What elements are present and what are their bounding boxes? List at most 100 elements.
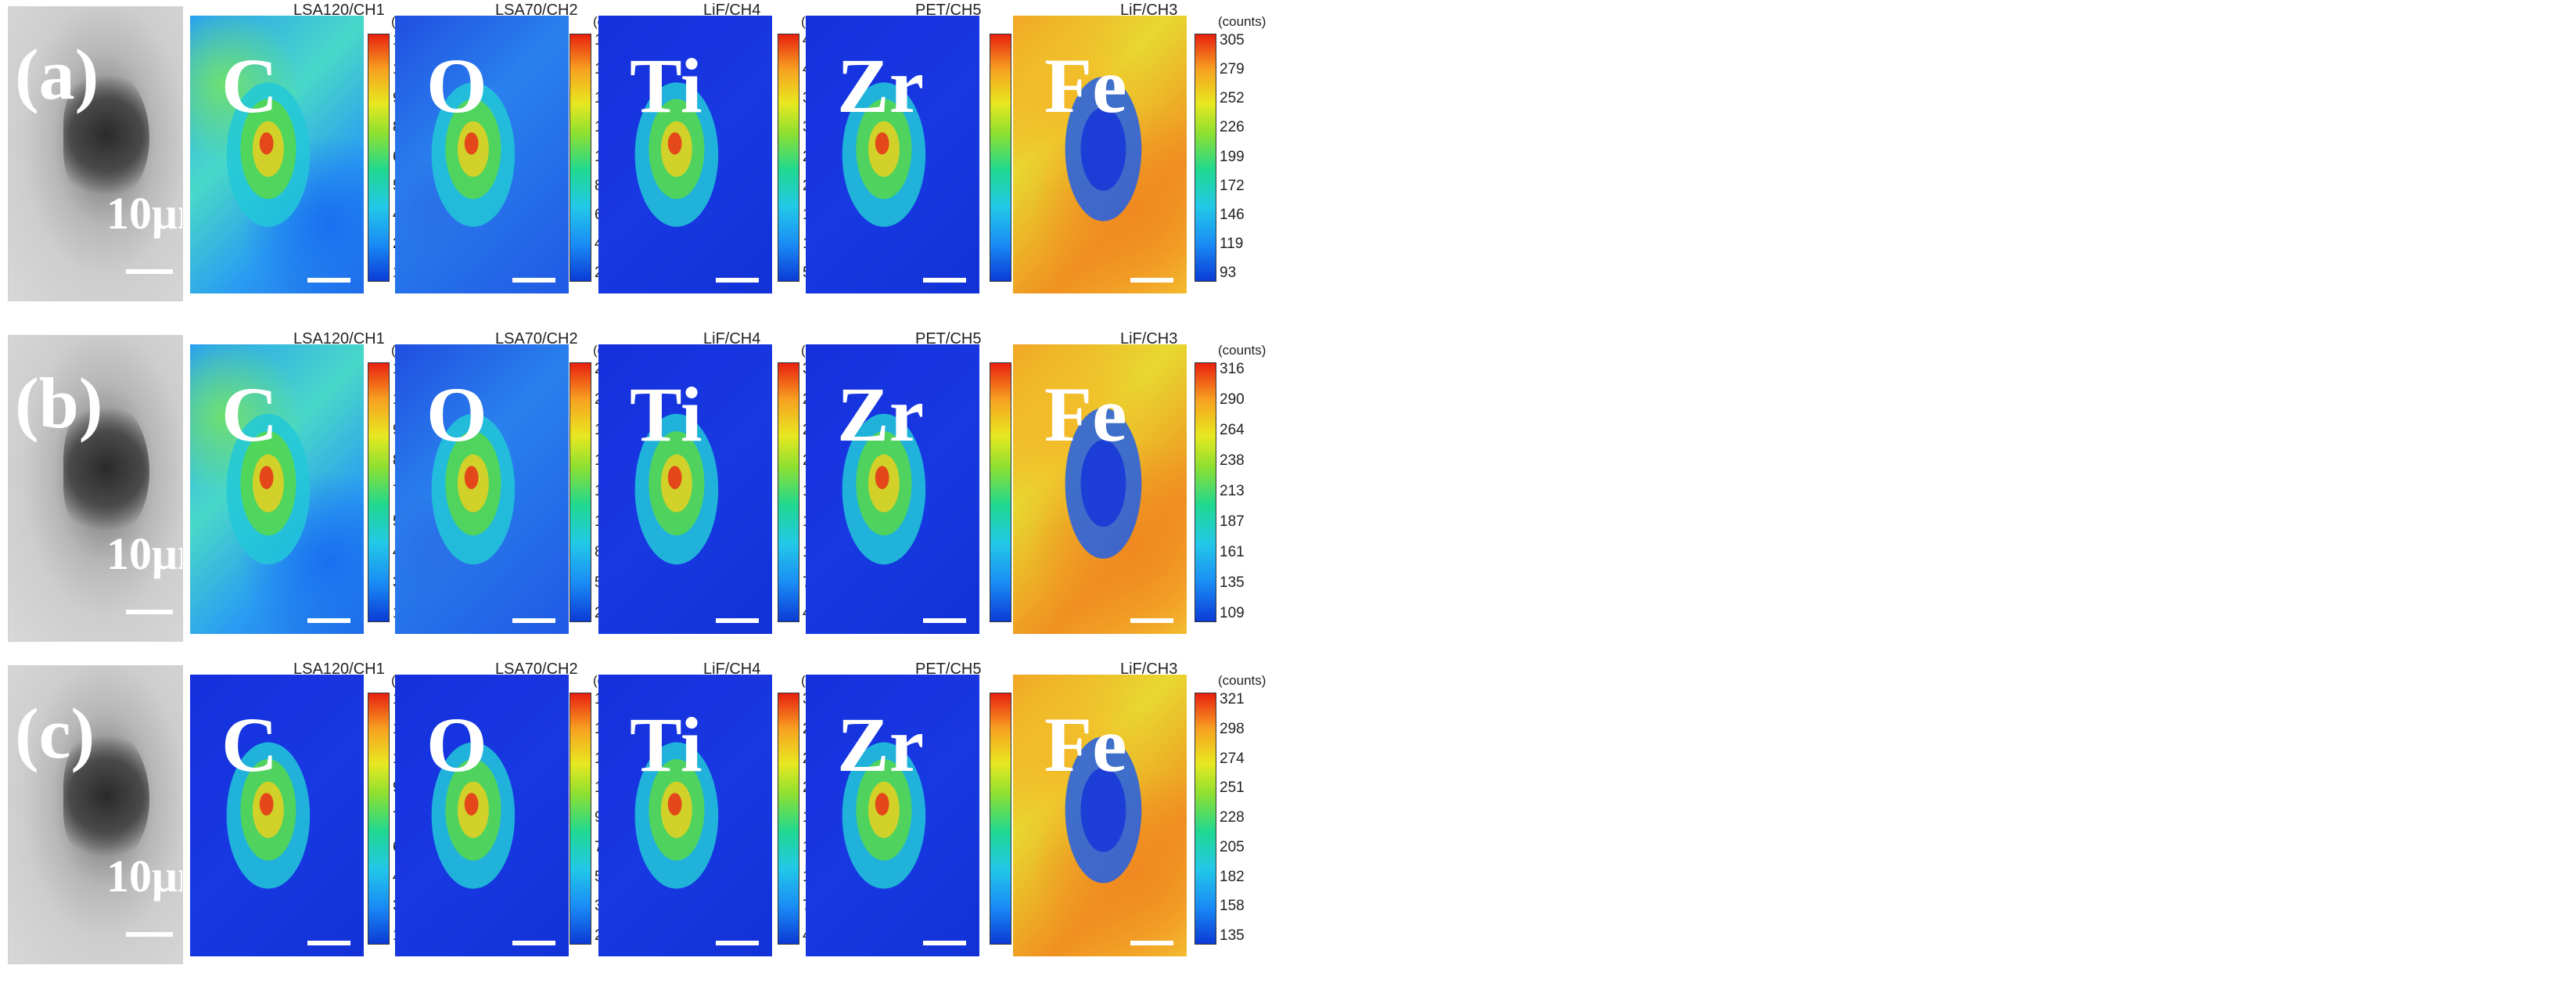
color-scale-tick: 264 (1220, 422, 1245, 438)
scale-label: 10μm (106, 851, 182, 902)
color-scale-tick: 274 (1220, 750, 1245, 767)
element-symbol: Zr (837, 42, 925, 129)
element-map-fe: Fe (1013, 16, 1187, 293)
sem-image: (a) 10μm (8, 6, 183, 301)
channel-title: PET/CH5 (915, 330, 982, 347)
map-scale-bar (1130, 941, 1173, 945)
color-scale-tick: 135 (1220, 927, 1245, 944)
map-scale-bar (1130, 278, 1173, 283)
color-scale-bar (778, 34, 799, 282)
color-scale-tick: 205 (1220, 838, 1245, 855)
map-scale-bar (923, 278, 966, 283)
color-scale-tick: 238 (1220, 452, 1245, 469)
color-scale-bar (569, 362, 591, 622)
intensity-region (464, 132, 479, 155)
map-scale-bar (512, 278, 555, 283)
panel-label: (a) (15, 34, 99, 114)
particle-shape (63, 727, 149, 865)
intensity-region (259, 793, 274, 815)
channel-title: LSA120/CH1 (293, 2, 385, 19)
channel-title: PET/CH5 (915, 2, 982, 19)
element-symbol: O (426, 371, 487, 458)
color-scale-bar (778, 362, 799, 622)
scale-bar (126, 932, 173, 937)
color-scale-bar (1195, 34, 1216, 282)
color-scale-unit: (counts) (1218, 14, 1266, 29)
color-scale-tick: 305 (1220, 32, 1245, 49)
map-intensity (431, 82, 516, 227)
element-symbol: C (221, 701, 278, 788)
channel-title: LiF/CH4 (703, 661, 761, 678)
element-symbol: Fe (1044, 701, 1127, 788)
map-intensity (226, 82, 311, 227)
color-scale-tick: 279 (1220, 61, 1245, 78)
map-intensity (1065, 77, 1142, 221)
map-intensity (1065, 736, 1142, 884)
intensity-region (259, 466, 274, 489)
intensity-region (667, 132, 682, 155)
channel-title: LiF/CH3 (1120, 661, 1178, 678)
map-intensity (226, 742, 311, 889)
intensity-region (875, 132, 889, 155)
color-scale-unit: (counts) (1218, 343, 1266, 358)
particle-shape (63, 398, 149, 539)
sem-image: (b) 10μm (8, 335, 183, 642)
panel-label: (c) (15, 693, 95, 773)
channel-title: LSA70/CH2 (495, 661, 578, 678)
color-scale-tick: 321 (1220, 691, 1245, 707)
element-map-ti: Ti (598, 16, 772, 293)
element-symbol: C (221, 42, 278, 129)
color-scale-bar (569, 34, 591, 282)
element-map-o: O (395, 344, 569, 634)
color-scale-tick: 226 (1220, 119, 1245, 136)
map-intensity (634, 742, 719, 889)
color-scale-tick: 172 (1220, 177, 1245, 194)
color-scale-bar (1195, 362, 1216, 622)
element-symbol: O (426, 42, 487, 129)
element-map-ti: Ti (598, 344, 772, 634)
map-scale-bar (307, 278, 350, 283)
channel-title: LiF/CH3 (1120, 2, 1178, 19)
map-scale-bar (923, 941, 966, 945)
color-scale-tick: 187 (1220, 513, 1245, 530)
intensity-region (1080, 767, 1126, 852)
element-symbol: Fe (1044, 371, 1127, 458)
color-scale-tick: 290 (1220, 391, 1245, 408)
map-intensity (431, 742, 516, 889)
element-symbol: Ti (630, 42, 702, 129)
color-scale-tick: 316 (1220, 361, 1245, 377)
map-intensity (634, 82, 719, 227)
color-scale-bar (990, 362, 1011, 622)
intensity-region (667, 793, 682, 815)
color-scale-bar (368, 693, 390, 945)
element-map-ti: Ti (598, 675, 772, 956)
color-scale-tick: 119 (1220, 235, 1244, 252)
map-intensity (842, 413, 926, 565)
color-scale-bar (778, 693, 799, 945)
color-scale-tick: 228 (1220, 809, 1245, 826)
intensity-region (1080, 440, 1126, 527)
element-map-c: C (190, 16, 364, 293)
element-map-zr: Zr (806, 16, 979, 293)
color-scale-bar (1195, 693, 1216, 945)
scale-label: 10μm (106, 188, 182, 239)
element-map-c: C (190, 344, 364, 634)
color-scale-tick: 135 (1220, 574, 1245, 591)
color-scale-tick: 161 (1220, 544, 1245, 560)
element-map-zr: Zr (806, 344, 979, 634)
color-scale-tick: 146 (1220, 206, 1245, 223)
element-map-fe: Fe (1013, 344, 1187, 634)
channel-title: PET/CH5 (915, 661, 982, 678)
map-scale-bar (307, 941, 350, 945)
color-scale-bar (990, 693, 1011, 945)
channel-title: LSA70/CH2 (495, 330, 578, 347)
color-scale-tick: 182 (1220, 868, 1245, 885)
map-intensity (842, 82, 926, 227)
element-symbol: Zr (837, 371, 925, 458)
element-symbol: Ti (630, 371, 702, 458)
color-scale-tick: 213 (1220, 483, 1245, 499)
color-scale-tick: 93 (1220, 265, 1237, 281)
map-intensity (842, 742, 926, 889)
map-scale-bar (923, 618, 966, 623)
map-intensity (431, 413, 516, 565)
